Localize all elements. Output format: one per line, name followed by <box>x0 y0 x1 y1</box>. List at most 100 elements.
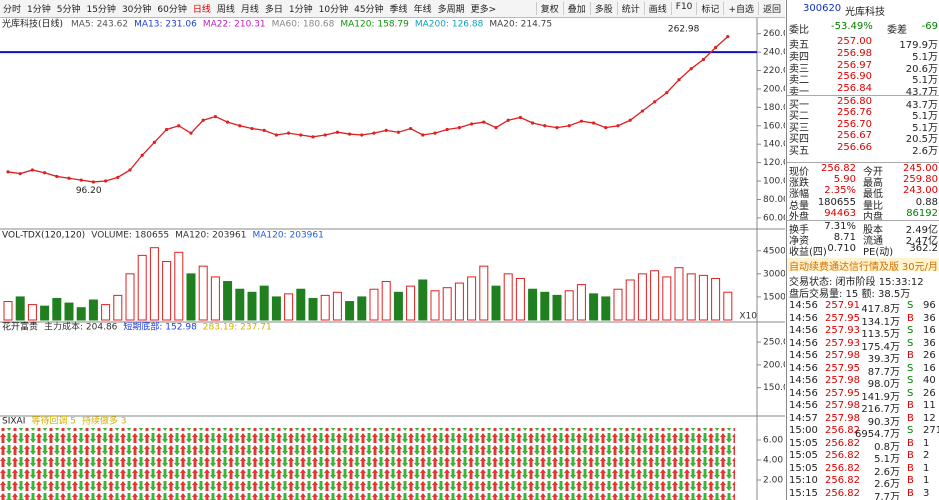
price-point <box>274 133 278 137</box>
price-point <box>470 122 474 126</box>
price-point <box>531 121 535 125</box>
period-tab[interactable]: 年线 <box>413 5 432 15</box>
trade-count: 36 <box>923 337 936 349</box>
price-line <box>7 36 729 183</box>
period-tab[interactable]: 季线 <box>389 5 408 15</box>
toolbar-button[interactable]: 画线 <box>643 2 671 15</box>
period-tab[interactable]: 45分钟 <box>354 5 384 15</box>
period-tab[interactable]: 多周期 <box>437 5 465 15</box>
toolbar-button[interactable]: 叠加 <box>562 2 590 15</box>
toolbar-button[interactable]: 多股 <box>589 2 617 15</box>
toolbar-button[interactable]: 统计 <box>616 2 644 15</box>
price-point <box>6 170 10 174</box>
volume-bar <box>235 288 245 321</box>
price-point <box>165 127 169 132</box>
period-tab[interactable]: 周线 <box>216 5 235 15</box>
price-point <box>262 128 266 132</box>
stat-label: 收益(四) <box>789 247 827 259</box>
volume-bar <box>320 294 330 321</box>
period-tab[interactable]: 5分钟 <box>56 5 81 15</box>
trade-time: 14:56 <box>789 387 818 399</box>
price-point <box>457 126 461 130</box>
trade-side: B <box>907 475 914 486</box>
period-tab[interactable]: 1分钟 <box>27 5 51 15</box>
volume-bar <box>308 297 318 321</box>
trade-price: 256.82 <box>825 475 860 486</box>
stat-label: 内盘 <box>863 212 883 224</box>
toolbar-button[interactable]: 复权 <box>535 2 563 15</box>
trade-amount: 2.6万 <box>874 466 900 478</box>
volume-bar <box>723 291 733 321</box>
ma-legend: MA20: 214.75 <box>489 20 552 30</box>
trade-count: 2711 <box>923 425 939 436</box>
volume-bar <box>369 288 379 321</box>
period-tab[interactable]: 10分钟 <box>318 5 349 15</box>
trade-time: 15:05 <box>789 462 818 474</box>
period-tab[interactable]: 月线 <box>240 5 259 15</box>
price-point <box>299 133 303 137</box>
trade-row: 15:10 256.82 2.6万 B 1 <box>787 475 939 490</box>
price-point <box>116 175 120 179</box>
status-row: 盘后交易量: 15 额: 38.5万 <box>787 285 939 300</box>
period-tab[interactable]: 多日 <box>264 5 283 15</box>
trade-count: 36 <box>923 312 936 324</box>
trade-time: 14:57 <box>789 412 818 424</box>
y-tick-label: 80.00 <box>763 195 785 205</box>
ad-price: 30元/月 <box>901 262 938 273</box>
volume-bar <box>332 291 342 321</box>
trade-count: 2 <box>923 450 930 461</box>
volume-bar <box>503 273 513 321</box>
trade-count: 1 <box>923 475 930 486</box>
toolbar-button[interactable]: F10 <box>670 2 697 15</box>
period-tab[interactable]: 15分钟 <box>86 5 116 15</box>
period-tab[interactable]: 30分钟 <box>121 5 152 15</box>
stat-label: PE(动) <box>863 247 894 259</box>
price-point <box>55 174 59 179</box>
period-tab[interactable]: 60分钟 <box>157 5 187 15</box>
trade-count: 16 <box>923 362 936 374</box>
price-point <box>43 171 47 175</box>
period-tab[interactable]: 日线 <box>192 5 211 15</box>
period-tab[interactable]: 1分钟 <box>288 5 313 15</box>
panel-title: VOL-TDX(120,120) <box>2 231 85 241</box>
volume-bar <box>3 301 13 321</box>
panel-title: SIXAI <box>2 417 25 427</box>
volume-bar <box>467 276 477 321</box>
volume-bar <box>40 305 50 321</box>
trade-count: 26 <box>923 387 936 399</box>
price-point <box>604 126 608 130</box>
book-price: 256.90 <box>837 71 872 83</box>
book-volume: 5.1万 <box>912 75 938 87</box>
toolbar-button[interactable]: 标记 <box>696 2 723 15</box>
panel-legend: MA120: 203961 <box>253 231 324 241</box>
price-point <box>518 115 523 120</box>
period-tab[interactable]: 分时 <box>3 5 22 15</box>
stat-row: 涨跌 5.90 最高 259.80 <box>787 174 939 189</box>
order-book-row: 买二 256.76 5.1万 <box>787 107 939 122</box>
stat-value: 180655 <box>817 196 856 208</box>
trade-amount: 0.8万 <box>874 441 900 453</box>
y-tick-label: 6.00 <box>763 436 783 446</box>
y-tick-label: 220.0 <box>763 66 785 76</box>
trade-time: 15:00 <box>789 425 818 436</box>
period-tab[interactable]: 更多> <box>470 5 497 15</box>
ma-legend: MA200: 126.88 <box>415 20 484 30</box>
price-point <box>433 131 437 135</box>
y-tick-label: 160.0 <box>763 121 785 131</box>
price-point <box>579 119 584 123</box>
price-point <box>91 180 95 184</box>
toolbar-button[interactable]: 返回 <box>757 2 785 15</box>
trade-side: S <box>907 300 914 311</box>
volume-bar <box>223 281 233 321</box>
trade-side: S <box>907 375 914 386</box>
trade-side: S <box>907 325 914 336</box>
book-volume: 20.6万 <box>905 63 938 75</box>
trade-row: 15:05 256.82 0.8万 B 1 <box>787 438 939 453</box>
trade-side: B <box>907 312 914 324</box>
trade-row: 14:56 257.98 39.3万 B 26 <box>787 350 939 365</box>
trade-row: 14:56 257.95 87.7万 S 16 <box>787 362 939 378</box>
volume-bar <box>418 279 428 321</box>
trade-amount: 5.1万 <box>874 454 900 465</box>
panel-legend: 等待回调 5 <box>31 415 76 427</box>
toolbar-button[interactable]: +自选 <box>723 2 758 15</box>
